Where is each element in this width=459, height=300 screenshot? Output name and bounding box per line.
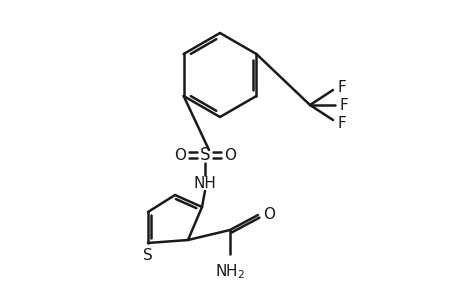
Text: O: O: [263, 208, 274, 223]
Text: F: F: [337, 116, 346, 130]
Text: S: S: [199, 146, 210, 164]
Text: O: O: [174, 148, 185, 163]
Text: NH: NH: [193, 176, 216, 190]
Text: S: S: [143, 248, 152, 263]
Text: O: O: [224, 148, 235, 163]
Text: NH$_2$: NH$_2$: [214, 262, 245, 281]
Text: F: F: [337, 80, 346, 94]
Text: F: F: [339, 98, 348, 112]
